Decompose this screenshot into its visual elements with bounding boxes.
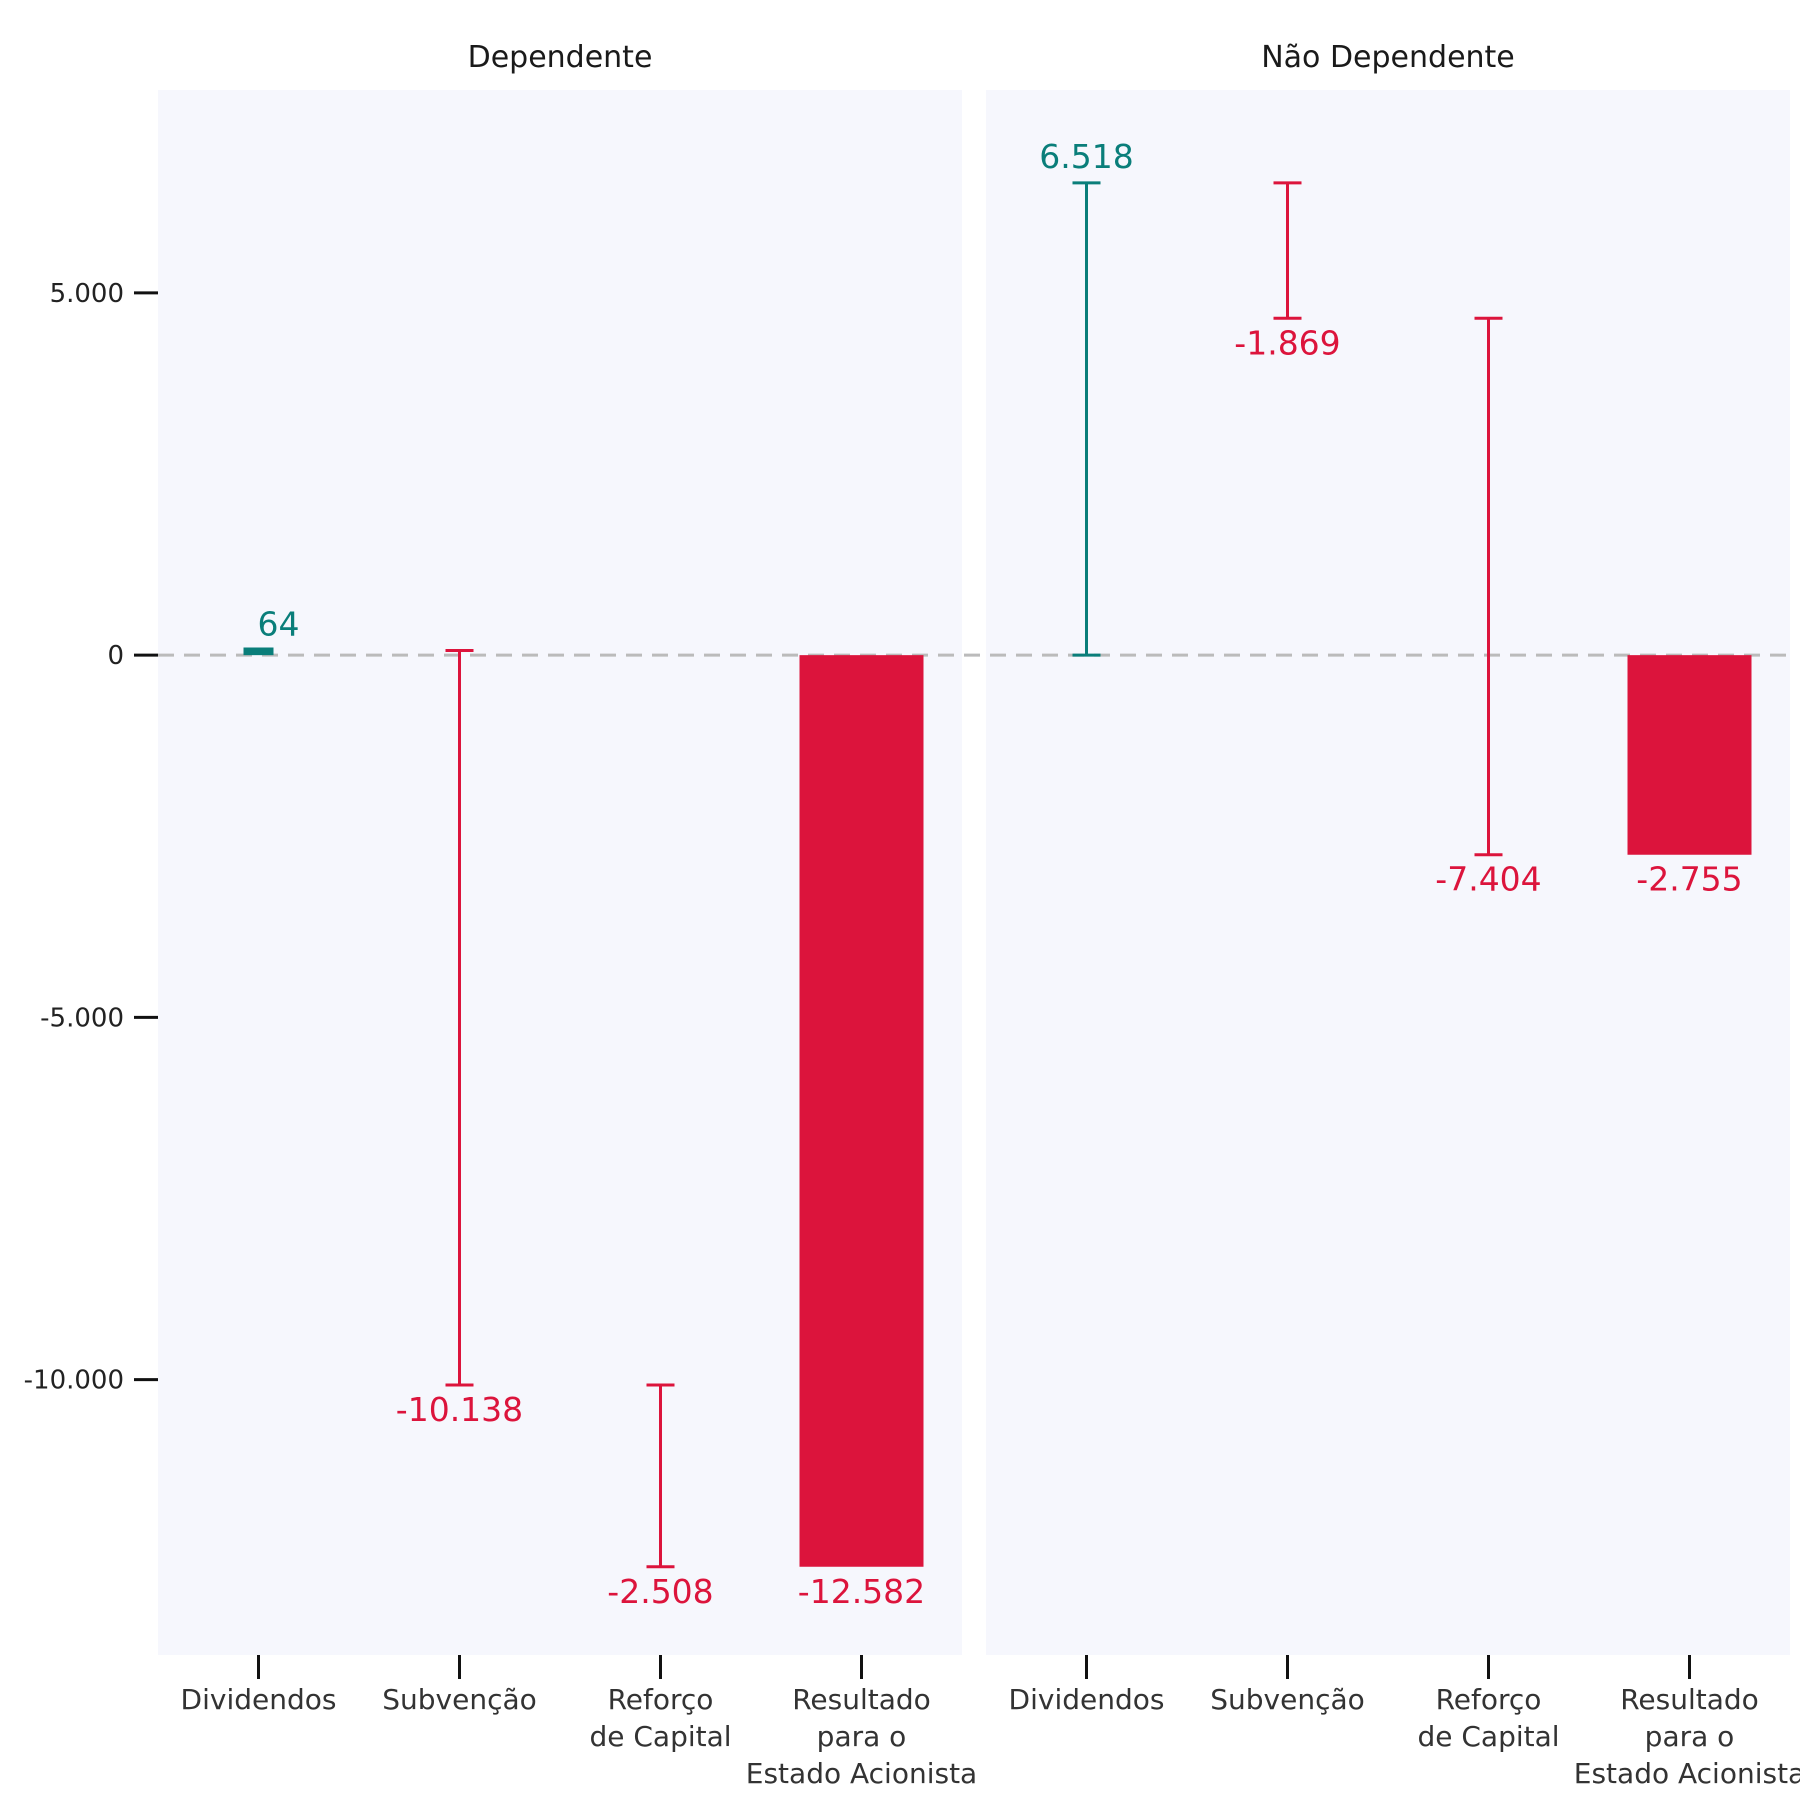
y-tick-label: 0 bbox=[107, 641, 124, 671]
y-tick-label: 5.000 bbox=[50, 279, 124, 309]
x-category-label: Resultado bbox=[1620, 1683, 1759, 1716]
total-bar[interactable] bbox=[799, 655, 924, 1567]
data-label: -12.582 bbox=[798, 1572, 925, 1611]
panel-title: Dependente bbox=[468, 40, 653, 75]
x-category-label: Dividendos bbox=[1009, 1683, 1165, 1716]
data-label: -2.508 bbox=[607, 1572, 713, 1611]
x-category-label: de Capital bbox=[1417, 1720, 1559, 1753]
data-label: -1.869 bbox=[1234, 323, 1340, 362]
data-label: -7.404 bbox=[1435, 860, 1541, 899]
panel-background-2 bbox=[986, 90, 1790, 1655]
x-category-label: Estado Acionista bbox=[746, 1757, 977, 1790]
data-label: 6.518 bbox=[1039, 137, 1133, 176]
x-category-label: Subvenção bbox=[382, 1683, 537, 1716]
x-category-label: Reforço bbox=[608, 1683, 714, 1716]
data-label: 64 bbox=[258, 605, 300, 644]
y-tick-label: -5.000 bbox=[40, 1003, 124, 1033]
step-bar[interactable] bbox=[243, 647, 274, 656]
x-category-label: Resultado bbox=[792, 1683, 931, 1716]
data-label: -10.138 bbox=[396, 1390, 523, 1429]
data-label: -2.755 bbox=[1636, 860, 1742, 899]
x-category-label: Estado Acionista bbox=[1574, 1757, 1800, 1790]
x-category-label: para o bbox=[817, 1720, 907, 1753]
x-category-label: para o bbox=[1645, 1720, 1735, 1753]
x-category-label: Subvenção bbox=[1210, 1683, 1365, 1716]
panel-title: Não Dependente bbox=[1261, 40, 1515, 75]
y-tick-label: -10.000 bbox=[24, 1366, 124, 1396]
x-category-label: Reforço bbox=[1436, 1683, 1542, 1716]
x-category-label: de Capital bbox=[589, 1720, 731, 1753]
x-category-label: Dividendos bbox=[181, 1683, 337, 1716]
total-bar[interactable] bbox=[1627, 655, 1752, 855]
